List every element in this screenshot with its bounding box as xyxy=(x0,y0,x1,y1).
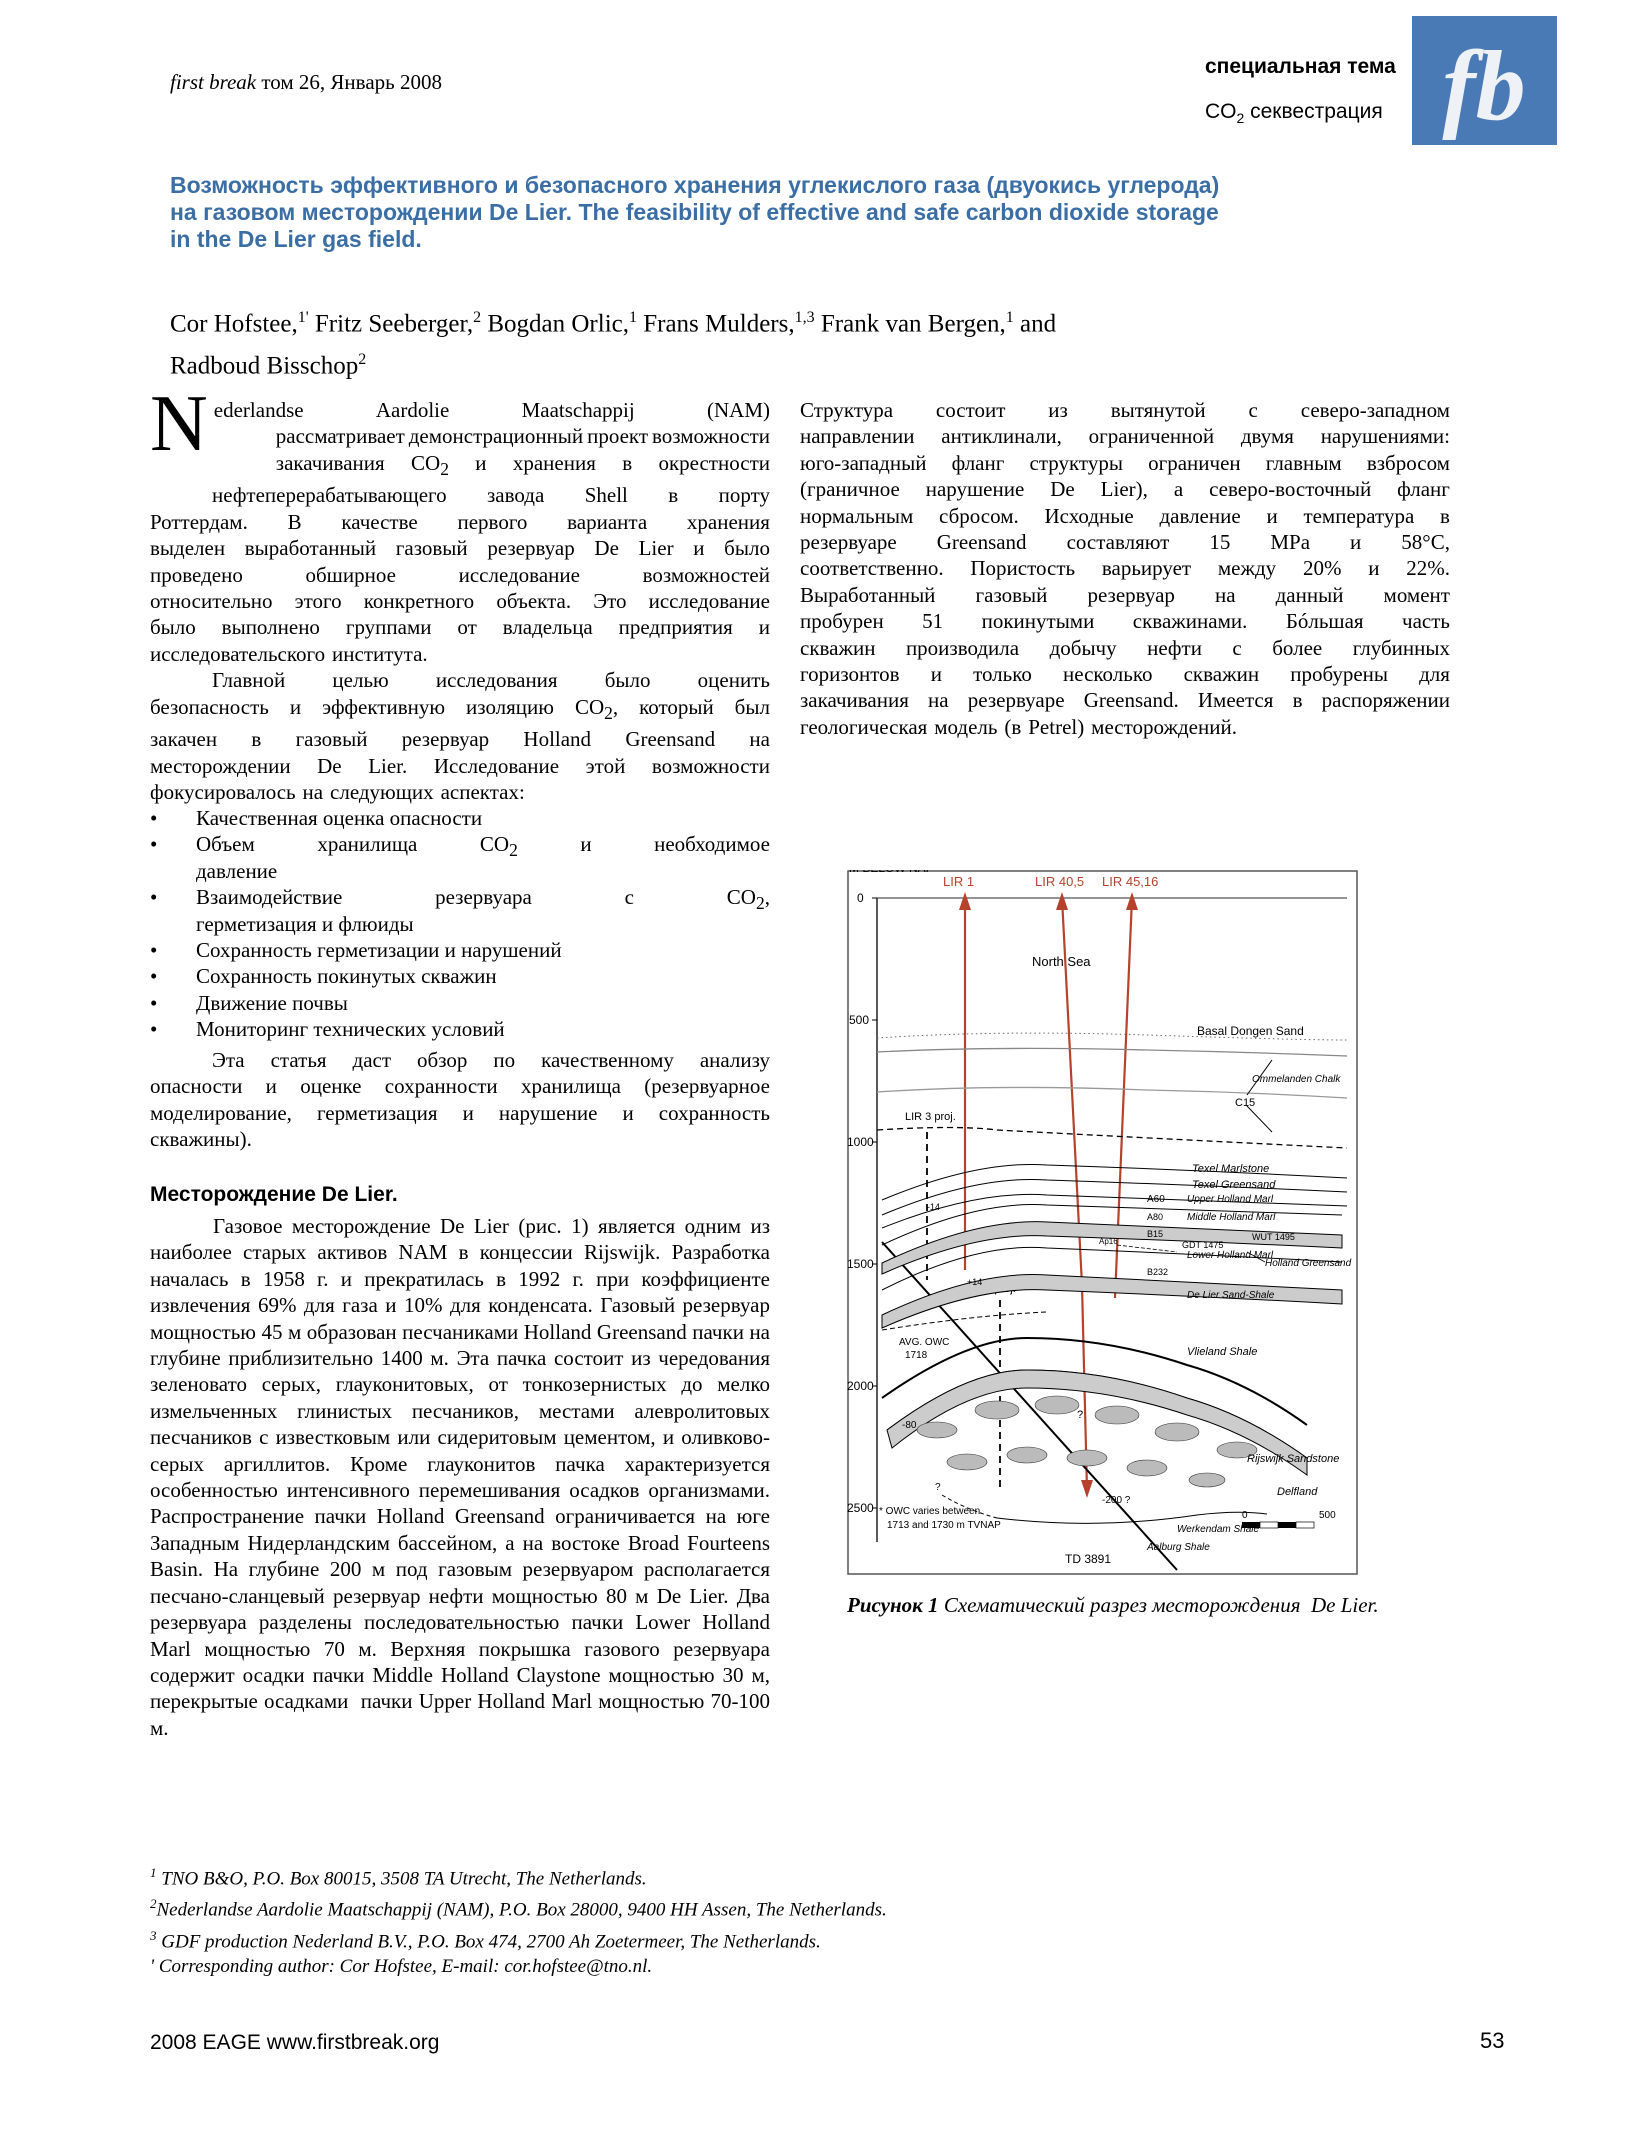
svg-text:500: 500 xyxy=(1319,1510,1336,1521)
svg-text:-200 ?: -200 ? xyxy=(1102,1495,1131,1506)
svg-text:-80: -80 xyxy=(902,1420,917,1431)
svg-text:Holland Greensand: Holland Greensand xyxy=(1265,1258,1352,1269)
svg-text:Aalburg Shale: Aalburg Shale xyxy=(1146,1542,1210,1553)
svg-text:AVG. OWC: AVG. OWC xyxy=(899,1337,949,1348)
svg-text:0: 0 xyxy=(857,891,864,905)
svg-text:TD 3891: TD 3891 xyxy=(1065,1552,1111,1566)
svg-text:?: ? xyxy=(935,1482,941,1493)
svg-text:B232: B232 xyxy=(1147,1267,1168,1277)
svg-text:C15: C15 xyxy=(1235,1097,1255,1109)
svg-text:M BELOW NAP: M BELOW NAP xyxy=(849,870,934,875)
svg-text:A60: A60 xyxy=(1147,1194,1165,1205)
svg-text:Basal Dongen Sand: Basal Dongen Sand xyxy=(1197,1024,1304,1038)
svg-text:1713 and 1730 m TVNAP: 1713 and 1730 m TVNAP xyxy=(887,1520,1001,1531)
svg-text:Delfland: Delfland xyxy=(1277,1486,1318,1498)
svg-text:Ommelanden Chalk: Ommelanden Chalk xyxy=(1252,1074,1341,1085)
svg-text:+14: +14 xyxy=(967,1277,982,1287)
svg-text:2000: 2000 xyxy=(847,1379,874,1393)
svg-text:500: 500 xyxy=(849,1013,869,1027)
svg-text:1718: 1718 xyxy=(905,1350,928,1361)
svg-text:Texel Marlstone: Texel Marlstone xyxy=(1192,1163,1269,1175)
svg-text:LIR 45,16: LIR 45,16 xyxy=(1102,874,1158,889)
svg-text:Texel Greensand: Texel Greensand xyxy=(1192,1179,1276,1191)
svg-text:B15: B15 xyxy=(1147,1229,1163,1239)
svg-text:De Lier Sand-Shale: De Lier Sand-Shale xyxy=(1187,1290,1275,1301)
svg-text:Middle Holland Marl: Middle Holland Marl xyxy=(1187,1212,1276,1223)
svg-text:fb: fb xyxy=(1442,30,1525,141)
svg-text:-14: -14 xyxy=(927,1202,940,1212)
svg-text:Rijswijk Sandstone: Rijswijk Sandstone xyxy=(1247,1453,1339,1465)
svg-text:A80: A80 xyxy=(1147,1212,1163,1222)
svg-text:WUT 1495: WUT 1495 xyxy=(1252,1232,1295,1242)
svg-text:Vlieland Shale: Vlieland Shale xyxy=(1187,1346,1257,1358)
svg-text:0: 0 xyxy=(1242,1510,1248,1521)
svg-text:LIR 40,5: LIR 40,5 xyxy=(1035,874,1084,889)
svg-text:1000: 1000 xyxy=(847,1135,874,1149)
svg-text:Upper Holland Marl: Upper Holland Marl xyxy=(1187,1194,1274,1205)
svg-text:GDT 1475: GDT 1475 xyxy=(1182,1240,1223,1250)
svg-text:2500: 2500 xyxy=(847,1501,874,1515)
svg-text:* OWC varies between: * OWC varies between xyxy=(879,1506,980,1517)
svg-text:1500: 1500 xyxy=(847,1257,874,1271)
svg-text:LIR 3 proj.: LIR 3 proj. xyxy=(905,1111,956,1123)
svg-text:North Sea: North Sea xyxy=(1032,954,1091,969)
svg-text:Ap16: Ap16 xyxy=(1099,1237,1118,1246)
svg-text:LIR 1: LIR 1 xyxy=(943,874,974,889)
svg-text:?: ? xyxy=(1077,1409,1083,1421)
